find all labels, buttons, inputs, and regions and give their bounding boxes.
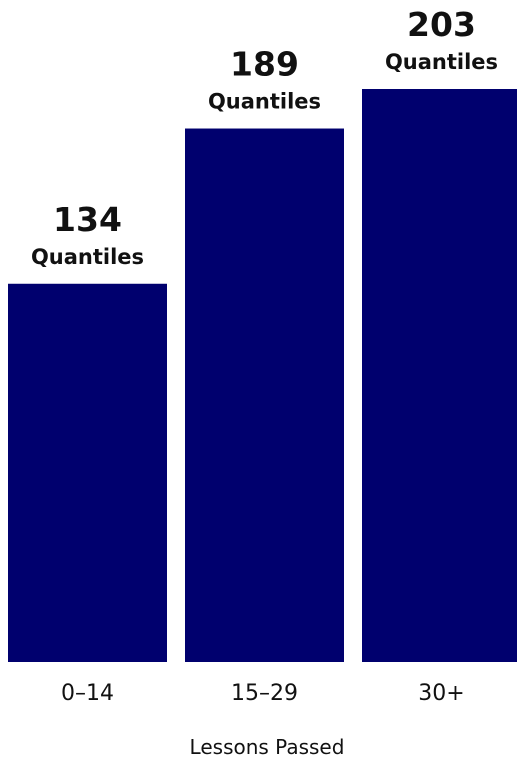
x-axis-title: Lessons Passed (190, 735, 345, 759)
bar-unit-label-1: Quantiles (31, 245, 144, 269)
x-tick-labels: 0–14 15–29 30+ (61, 681, 465, 706)
bar-3 (362, 89, 517, 662)
x-tick-label-2: 15–29 (231, 681, 298, 706)
bar-1 (8, 283, 167, 662)
bar-unit-label-2: Quantiles (208, 90, 321, 114)
bar-value-label-2: 189 (230, 45, 299, 84)
bar-2 (185, 128, 344, 663)
x-tick-label-1: 0–14 (61, 681, 114, 706)
labels-group: 134 Quantiles 189 Quantiles 203 Quantiles (31, 5, 498, 269)
bars-group (8, 89, 517, 663)
x-tick-label-3: 30+ (418, 681, 464, 706)
bar-value-label-3: 203 (407, 5, 476, 44)
bar-unit-label-3: Quantiles (385, 50, 498, 74)
bar-value-label-1: 134 (53, 200, 122, 239)
